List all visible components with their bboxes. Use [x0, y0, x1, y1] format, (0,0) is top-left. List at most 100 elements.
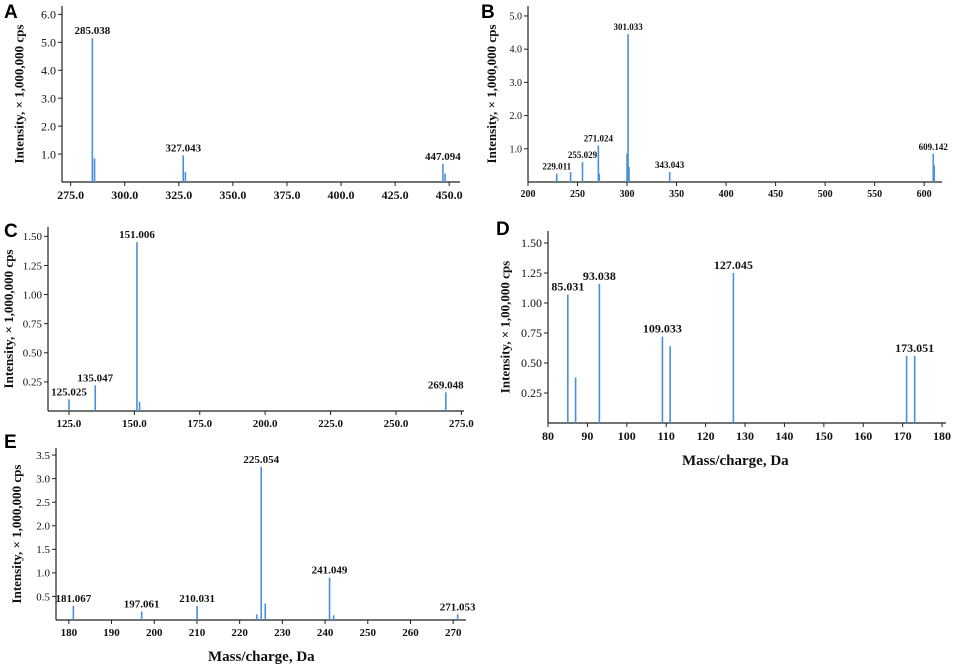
y-tick-label: 1.00: [521, 296, 542, 310]
peak-label: 447.094: [425, 151, 461, 163]
x-tick-label: 500: [818, 189, 833, 200]
x-tick-label: 180: [61, 627, 78, 639]
y-tick-label: 0.5: [36, 591, 50, 603]
y-tick-label: 0.25: [23, 377, 43, 389]
x-tick-label: 325.0: [165, 188, 192, 202]
x-tick-label: 270: [445, 627, 462, 639]
x-tick-label: 130: [736, 429, 754, 443]
x-tick-label: 240: [317, 627, 334, 639]
peak-label: 173.051: [895, 341, 934, 355]
peak-label: 301.033: [613, 22, 643, 32]
peak-label: 197.061: [124, 599, 160, 611]
x-tick-label: 170: [894, 429, 912, 443]
x-tick-label: 375.0: [273, 188, 300, 202]
x-tick-label: 190: [103, 627, 120, 639]
y-tick-label: 1.5: [36, 544, 50, 556]
y-tick-label: 6.0: [41, 8, 56, 22]
y-tick-label: 1.00: [23, 289, 43, 301]
x-tick-label: 110: [658, 429, 675, 443]
y-tick-label: 2.0: [36, 521, 50, 533]
y-axis-title: Intensity, × 1,000,000 cps: [9, 465, 24, 604]
x-tick-label: 600: [917, 189, 932, 200]
y-tick-label: 4.0: [41, 63, 56, 77]
spectrum-chart-b: 200 250 300 350 400 450 500 550 600 1.0 2.0 3.0 4.0 5…: [484, 6, 949, 200]
panel-a: A 275.0 300.0 325.0 350.0 375.0 400.0 425.0 450…: [0, 0, 476, 215]
x-tick-label: 450: [768, 189, 783, 200]
x-tick-label: 400.0: [328, 188, 355, 202]
y-tick-label: 3.0: [41, 91, 56, 105]
x-tick-label: 210: [189, 627, 206, 639]
y-tick-label: 4.0: [510, 45, 523, 56]
x-tick-label: 150: [815, 429, 833, 443]
panel-e: E 180 190 200 210 220 230 240 250 260 270 0.5 1.0 1.…: [0, 430, 476, 669]
x-tick-label: 90: [581, 429, 593, 443]
y-tick-label: 1.25: [23, 260, 43, 272]
panel-letter: E: [4, 432, 17, 453]
peak-label: 125.025: [51, 386, 87, 398]
peak-label: 285.038: [74, 25, 110, 37]
x-tick-label: 350.0: [219, 188, 246, 202]
x-tick-label: 100: [618, 429, 636, 443]
y-axis-title: Intensity, × 1,000,000 cps: [484, 25, 499, 164]
panel-letter: C: [4, 221, 18, 242]
y-axis-title: Intensity, × 1,000,000 cps: [1, 250, 16, 389]
x-tick-label: 200: [521, 189, 536, 200]
y-tick-label: 0.50: [521, 356, 542, 370]
y-tick-label: 0.25: [521, 386, 542, 400]
x-tick-label: 180: [933, 429, 951, 443]
x-tick-label: 225.0: [318, 418, 343, 430]
peak-label: 85.031: [551, 280, 584, 294]
x-tick-label: 250.0: [384, 418, 409, 430]
x-tick-label: 350: [669, 189, 684, 200]
y-tick-label: 5.0: [510, 11, 523, 22]
y-tick-label: 1.25: [521, 266, 542, 280]
panel-c: C 125.0 150.0 175.0 200.0 225.0 250.0 275.0 0.2…: [0, 215, 476, 430]
y-tick-label: 1.0: [36, 568, 50, 580]
x-tick-label: 300: [620, 189, 635, 200]
peak-label: 127.045: [714, 258, 753, 272]
peak-label: 269.048: [428, 379, 464, 391]
x-axis-title: Mass/charge, Da: [208, 649, 315, 665]
spectrum-chart-e: 180 190 200 210 220 230 240 250 260 270 0.5 1.0 1.5 2…: [9, 448, 476, 639]
y-tick-label: 2.5: [36, 497, 50, 509]
peak-label: 151.006: [119, 229, 155, 241]
peak-label: 109.033: [643, 322, 682, 336]
peak-label: 271.053: [440, 601, 476, 613]
x-tick-label: 200.0: [253, 418, 278, 430]
y-tick-label: 3.0: [36, 473, 50, 485]
y-tick-label: 1.50: [521, 236, 542, 250]
y-tick-label: 0.75: [23, 319, 43, 331]
peak-label: 327.043: [165, 142, 201, 154]
x-tick-label: 275.0: [449, 418, 474, 430]
peak-label: 241.049: [312, 565, 348, 577]
x-tick-label: 175.0: [187, 418, 212, 430]
peak-label: 343.043: [655, 160, 685, 170]
x-tick-label: 275.0: [57, 188, 84, 202]
panel-d: D 80 90 100 110 120 130 140 150 160 170 180 0.25 0.5…: [476, 215, 953, 475]
x-tick-label: 220: [231, 627, 248, 639]
peak-label: 225.054: [243, 454, 279, 466]
x-tick-label: 150.0: [122, 418, 147, 430]
x-tick-label: 250: [570, 189, 585, 200]
y-tick-label: 0.75: [521, 326, 542, 340]
x-tick-label: 120: [697, 429, 715, 443]
y-tick-label: 1.0: [41, 147, 56, 161]
spectrum-chart-a: 275.0 300.0 325.0 350.0 375.0 400.0 425.0 450.0…: [12, 6, 463, 202]
y-axis-title: Intensity, × 1,000,000 cps: [12, 25, 27, 164]
x-tick-label: 80: [542, 429, 554, 443]
y-tick-label: 2.0: [41, 119, 56, 133]
peak-label: 93.038: [583, 269, 616, 283]
x-tick-label: 125.0: [57, 418, 82, 430]
y-tick-label: 5.0: [41, 36, 56, 50]
panel-letter: D: [496, 219, 510, 240]
peak-label: 271.024: [584, 133, 614, 143]
x-tick-label: 230: [274, 627, 291, 639]
spectrum-chart-c: 125.0 150.0 175.0 200.0 225.0 250.0 275.0 0.25 0…: [1, 227, 474, 430]
x-tick-label: 300.0: [111, 188, 138, 202]
panel-b: B 200 250 300 350 400 450 500 550 600 1.0 2.0 3.0 4.…: [476, 0, 953, 215]
y-axis-title: Intensity, × 1,00,000 cps: [498, 261, 513, 393]
y-tick-label: 0.50: [23, 348, 43, 360]
x-tick-label: 200: [146, 627, 163, 639]
peak-label: 609.142: [919, 142, 949, 152]
x-tick-label: 250: [360, 627, 377, 639]
